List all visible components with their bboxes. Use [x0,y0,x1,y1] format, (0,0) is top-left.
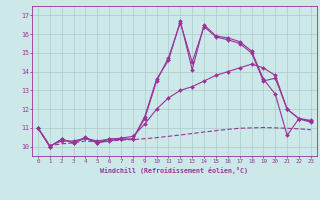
X-axis label: Windchill (Refroidissement éolien,°C): Windchill (Refroidissement éolien,°C) [100,167,248,174]
